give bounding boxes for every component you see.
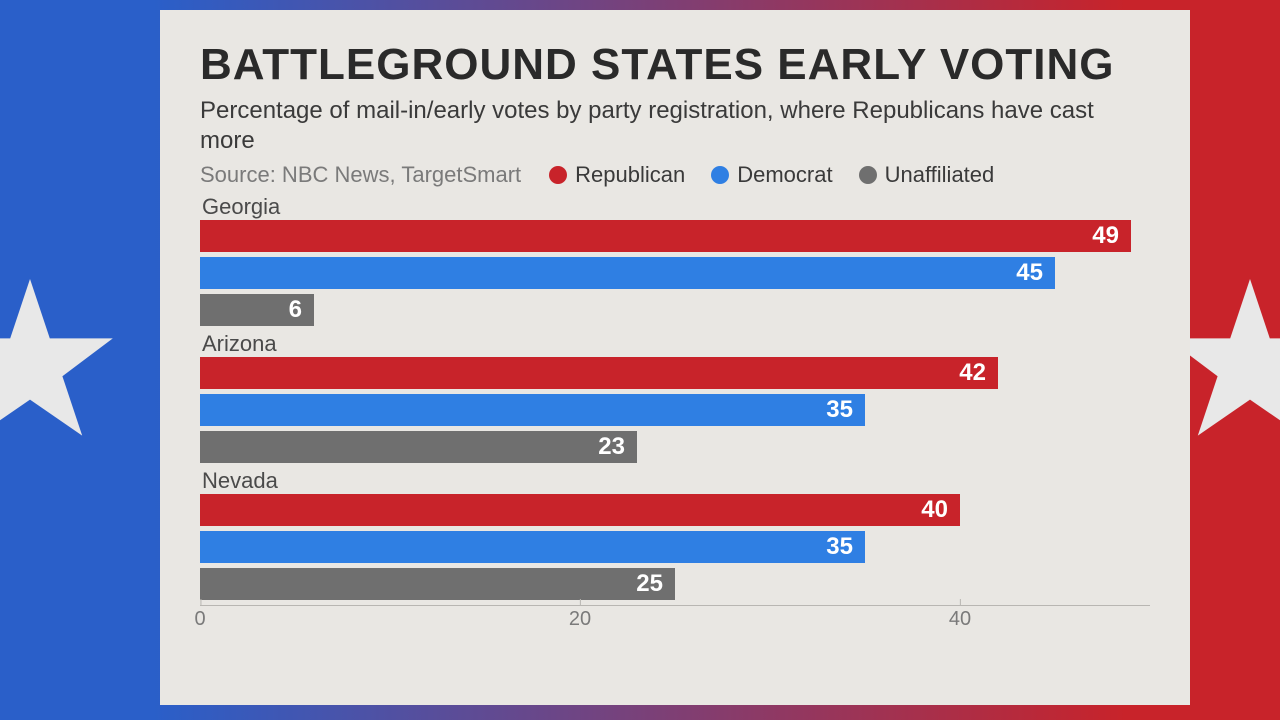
x-axis: 02040 [200, 605, 1150, 641]
source-text: Source: NBC News, TargetSmart [200, 162, 521, 188]
bar: 35 [200, 531, 865, 563]
legend-label: Unaffiliated [885, 162, 995, 188]
bar-wrap: 6 [200, 294, 1150, 326]
bar: 25 [200, 568, 675, 600]
legend-swatch [711, 166, 729, 184]
bar-group: Nevada40 35 25 [200, 468, 1150, 600]
bar: 45 [200, 257, 1055, 289]
axis-tick: 0 [194, 606, 205, 631]
legend-label: Republican [575, 162, 685, 188]
bar-wrap: 35 [200, 531, 1150, 563]
legend-item: Unaffiliated [859, 162, 995, 188]
broadcast-frame: BATTLEGROUND STATES EARLY VOTING Percent… [0, 0, 1280, 720]
group-label: Nevada [202, 468, 1150, 494]
legend-item: Democrat [711, 162, 832, 188]
bar: 49 [200, 220, 1131, 252]
bar: 6 [200, 294, 314, 326]
bar-wrap: 23 [200, 431, 1150, 463]
legend-label: Democrat [737, 162, 832, 188]
bar-wrap: 40 [200, 494, 1150, 526]
meta-row: Source: NBC News, TargetSmart Republican… [200, 162, 1150, 188]
bar-wrap: 25 [200, 568, 1150, 600]
legend-swatch [549, 166, 567, 184]
bar: 40 [200, 494, 960, 526]
chart-title: BATTLEGROUND STATES EARLY VOTING [200, 40, 1150, 90]
bar-chart: Georgia49456Arizona423523Nevada403525020… [200, 194, 1150, 641]
bar: 42 [200, 357, 998, 389]
bar-wrap: 42 [200, 357, 1150, 389]
legend-item: Republican [549, 162, 685, 188]
bar-wrap: 35 [200, 394, 1150, 426]
bar-group: Arizona42 35 23 [200, 331, 1150, 463]
star-left-icon [0, 270, 120, 450]
bar: 23 [200, 431, 637, 463]
chart-subtitle: Percentage of mail-in/early votes by par… [200, 96, 1150, 156]
legend: Republican Democrat Unaffiliated [549, 162, 994, 188]
bar-wrap: 49 [200, 220, 1150, 252]
legend-swatch [859, 166, 877, 184]
group-label: Arizona [202, 331, 1150, 357]
group-label: Georgia [202, 194, 1150, 220]
chart-panel: BATTLEGROUND STATES EARLY VOTING Percent… [160, 10, 1190, 705]
bar-group: Georgia49 45 6 [200, 194, 1150, 326]
bar: 35 [200, 394, 865, 426]
bar-wrap: 45 [200, 257, 1150, 289]
axis-tick: 20 [569, 606, 591, 631]
axis-tick: 40 [949, 606, 971, 631]
